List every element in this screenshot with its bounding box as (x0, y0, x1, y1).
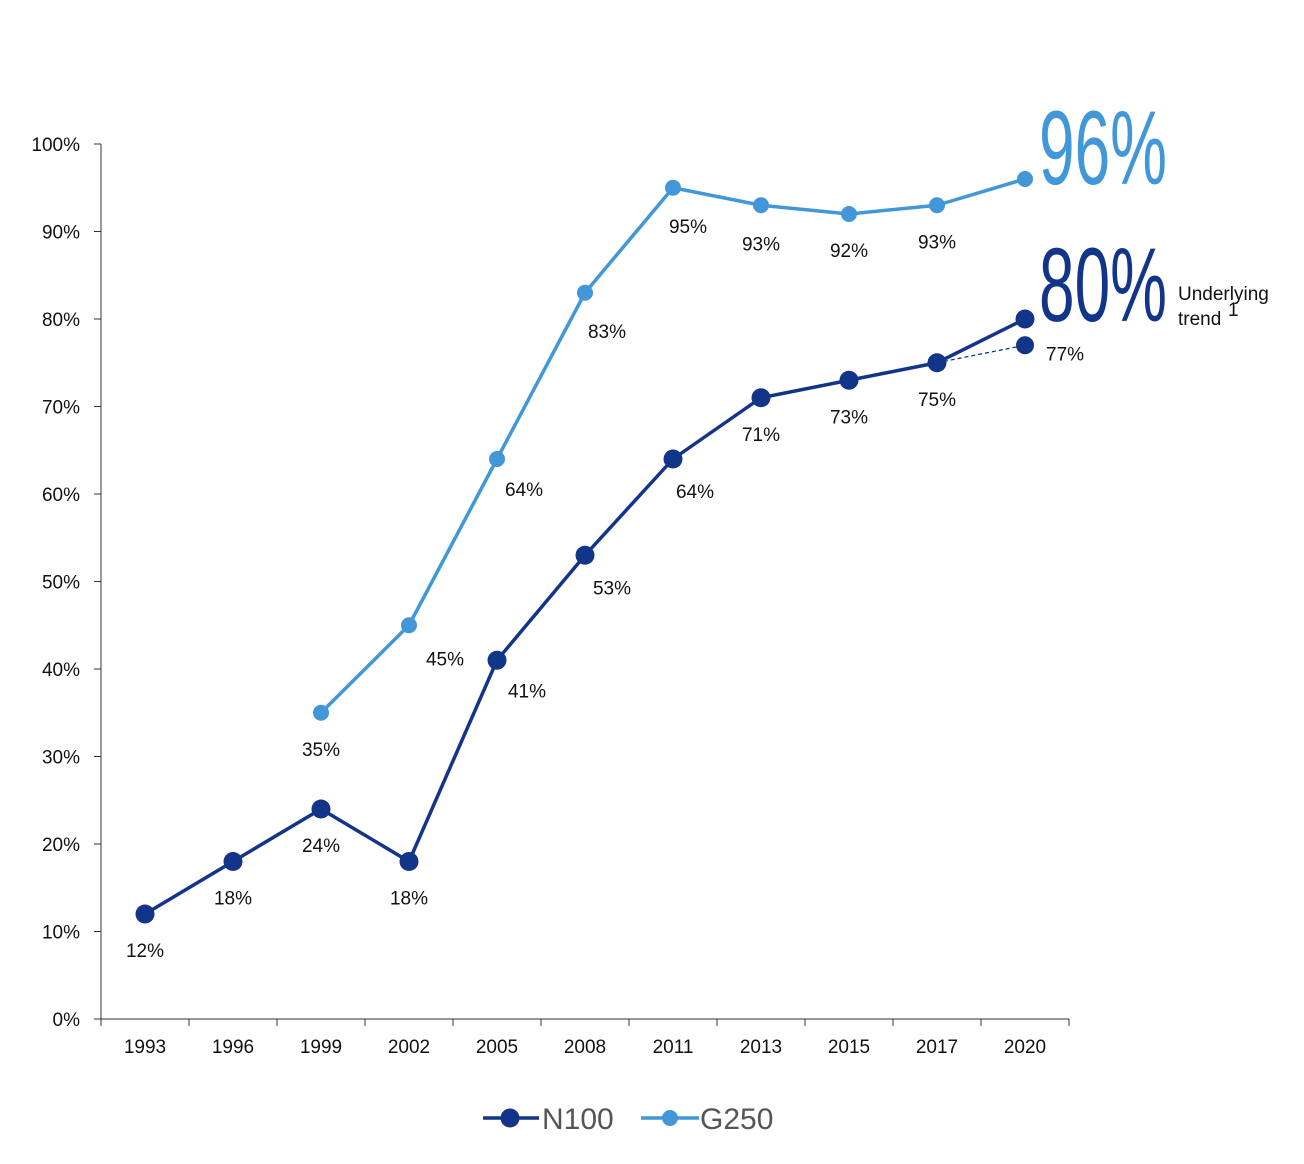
highlight-layer: 96% 80% Underlying trend 1 (1039, 90, 1269, 344)
x-tick-label: 2005 (476, 1037, 518, 1058)
highlight-value-g250: 96% (1039, 90, 1167, 207)
x-tick-label: 2011 (653, 1037, 694, 1058)
data-label-n100: 18% (390, 889, 428, 910)
underlying-trend-value-label: 77% (1046, 344, 1084, 365)
x-tick-label: 2013 (740, 1037, 782, 1058)
y-tick-label: 0% (53, 1010, 81, 1031)
data-point-n100 (575, 545, 595, 565)
x-tick-label: 2020 (1004, 1037, 1046, 1058)
y-tick-label: 70% (42, 398, 80, 419)
underlying-trend-note-line1: Underlying (1178, 284, 1269, 305)
y-tick-label: 80% (42, 310, 80, 331)
data-point-n100 (751, 388, 771, 408)
data-label-n100: 18% (214, 889, 252, 910)
data-point-g250 (665, 179, 681, 196)
x-tick-label: 2015 (828, 1037, 870, 1058)
series-line-g250 (319, 177, 1026, 714)
y-tick-label: 40% (42, 660, 80, 681)
underlying-trend-line (936, 344, 1026, 364)
data-label-n100: 75% (918, 390, 956, 411)
x-tick-label: 2017 (916, 1037, 958, 1058)
data-label-g250: 64% (505, 480, 543, 501)
underlying-trend-note-line2: trend (1178, 309, 1221, 330)
y-tick-label: 20% (42, 835, 80, 856)
data-label-g250: 92% (830, 241, 868, 262)
y-tick-label: 100% (31, 135, 80, 156)
data-point-g250 (577, 284, 593, 301)
data-label-g250: 35% (302, 740, 340, 761)
underlying-trend-point (1016, 336, 1034, 355)
y-tick-label: 90% (42, 223, 80, 244)
x-tick-label: 2002 (388, 1037, 430, 1058)
data-point-g250 (313, 704, 329, 721)
data-point-n100 (223, 852, 243, 871)
legend-marker-g250 (662, 1110, 678, 1126)
data-point-g250 (489, 451, 505, 467)
highlight-value-n100: 80% (1039, 227, 1167, 344)
data-point-n100 (487, 650, 507, 670)
data-label-g250: 93% (918, 232, 956, 253)
x-tick-label: 1999 (300, 1037, 342, 1058)
series-line-n100 (144, 317, 1026, 916)
data-point-g250 (1017, 171, 1033, 187)
data-point-n100 (927, 353, 947, 373)
data-point-n100 (135, 904, 155, 924)
legend-label-n100: N100 (542, 1103, 614, 1136)
data-point-g250 (929, 197, 945, 214)
data-label-g250: 83% (588, 322, 626, 343)
data-label-n100: 73% (830, 407, 868, 428)
axes: 0% 10% 20% 30% 40% 50% 60% 70% 80% 90% 100% 1993 199… (31, 135, 1070, 1058)
data-point-n100 (399, 852, 419, 871)
data-labels-layer: 12% 18% 24% 18% 41% 53% 64% 71% 73% 75% 35% 45% 64% 8… (126, 217, 956, 962)
data-label-g250: 93% (742, 234, 780, 255)
data-label-n100: 12% (126, 941, 164, 962)
series-layer (135, 171, 1035, 924)
y-tick-label: 10% (42, 923, 80, 944)
data-label-g250: 45% (426, 649, 464, 670)
underlying-trend-layer: 77% (936, 336, 1084, 365)
x-tick-label: 1996 (212, 1037, 254, 1058)
data-point-n100 (1015, 309, 1035, 329)
x-tick-label: 1993 (124, 1037, 166, 1058)
data-label-g250: 95% (669, 217, 707, 238)
y-tick-label: 60% (42, 485, 80, 506)
data-point-n100 (311, 799, 331, 819)
data-label-n100: 71% (742, 425, 780, 446)
legend-marker-n100 (500, 1108, 520, 1128)
y-tick-label: 30% (42, 748, 80, 769)
data-point-n100 (663, 449, 683, 469)
data-point-g250 (753, 197, 769, 214)
legend-label-g250: G250 (700, 1103, 773, 1136)
x-tick-label: 2008 (564, 1037, 606, 1058)
y-tick-label: 50% (42, 573, 80, 594)
data-label-n100: 64% (676, 482, 714, 503)
data-point-g250 (401, 617, 417, 634)
underlying-trend-note-superscript: 1 (1228, 300, 1239, 321)
data-label-n100: 53% (593, 578, 631, 599)
data-point-n100 (839, 370, 859, 390)
data-point-g250 (841, 206, 857, 222)
data-label-n100: 24% (302, 836, 340, 857)
data-label-n100: 41% (508, 681, 546, 702)
legend: N100 G250 (483, 1103, 773, 1136)
